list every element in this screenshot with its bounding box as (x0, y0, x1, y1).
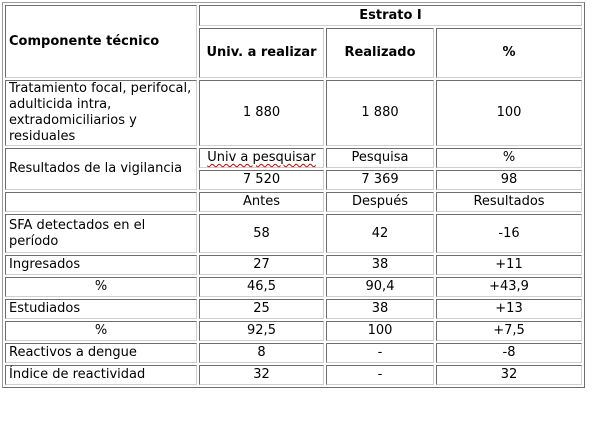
cell-value: 46,5 (199, 277, 324, 297)
table-row: % 46,5 90,4 +43,9 (5, 277, 582, 297)
subheader-percent: % (436, 148, 582, 168)
cell-value: +13 (436, 299, 582, 319)
cell-value: 1 880 (326, 80, 434, 146)
cell-value: 42 (326, 214, 434, 253)
table-container: Componente técnico Estrato I Univ. a rea… (2, 2, 585, 388)
table-header-row: Componente técnico Estrato I (5, 5, 582, 78)
compare-header-row: Antes Después Resultados (5, 192, 582, 212)
row-label: Tratamiento focal, perifocal, adulticida… (5, 80, 197, 146)
header-stratum: Estrato I (199, 5, 582, 26)
data-table: Componente técnico Estrato I Univ. a rea… (2, 2, 585, 388)
cell-value: -16 (436, 214, 582, 253)
cell-value: 90,4 (326, 277, 434, 297)
cell-value: 32 (199, 365, 324, 385)
row-label: Ingresados (5, 255, 197, 275)
subheader-univ-pesquisar: Univ a pesquisar (207, 150, 316, 165)
header-percent: % (436, 28, 582, 78)
table-row: Ingresados 27 38 +11 (5, 255, 582, 275)
header-despues: Después (326, 192, 434, 212)
table-subheader-row: Univ. a realizar Realizado % (5, 28, 582, 78)
header-univ-realizar: Univ. a realizar (199, 28, 324, 78)
cell-value: 8 (199, 343, 324, 363)
cell-value: +7,5 (436, 321, 582, 341)
row-label: % (5, 321, 197, 341)
table-row: Índice de reactividad 32 - 32 (5, 365, 582, 385)
cell-value: 98 (436, 170, 582, 190)
cell-value: +43,9 (436, 277, 582, 297)
table-row: SFA detectados en el período 58 42 -16 (5, 214, 582, 253)
cell-value: 92,5 (199, 321, 324, 341)
table-row: % 92,5 100 +7,5 (5, 321, 582, 341)
row-label: Estudiados (5, 299, 197, 319)
row-label: SFA detectados en el período (5, 214, 197, 253)
cell-value: 7 369 (326, 170, 434, 190)
cell-value: 7 520 (199, 170, 324, 190)
empty-cell (5, 192, 197, 212)
row-label: Reactivos a dengue (5, 343, 197, 363)
cell-value: 58 (199, 214, 324, 253)
row-label: % (5, 277, 197, 297)
cell-value: 100 (326, 321, 434, 341)
cell-value: - (326, 343, 434, 363)
subheader-pesquisa: Pesquisa (326, 148, 434, 168)
cell-value: - (326, 365, 434, 385)
table-row: Estudiados 25 38 +13 (5, 299, 582, 319)
cell-value: 32 (436, 365, 582, 385)
cell-value: 25 (199, 299, 324, 319)
subheader-cell: Univ a pesquisar (199, 148, 324, 168)
header-component: Componente técnico (5, 5, 197, 78)
row-label: Índice de reactividad (5, 365, 197, 385)
header-antes: Antes (199, 192, 324, 212)
header-resultados: Resultados (436, 192, 582, 212)
row-label: Resultados de la vigilancia (5, 148, 197, 190)
table-row: 7 520 7 369 98 (5, 170, 582, 190)
cell-value: 38 (326, 299, 434, 319)
table-row: Reactivos a dengue 8 - -8 (5, 343, 582, 363)
table-row: Resultados de la vigilancia Univ a pesqu… (5, 148, 582, 190)
cell-value: 1 880 (199, 80, 324, 146)
cell-value: 100 (436, 80, 582, 146)
cell-value: -8 (436, 343, 582, 363)
cell-value: 38 (326, 255, 434, 275)
table-row: Tratamiento focal, perifocal, adulticida… (5, 80, 582, 146)
header-realizado: Realizado (326, 28, 434, 78)
cell-value: +11 (436, 255, 582, 275)
cell-value: 27 (199, 255, 324, 275)
